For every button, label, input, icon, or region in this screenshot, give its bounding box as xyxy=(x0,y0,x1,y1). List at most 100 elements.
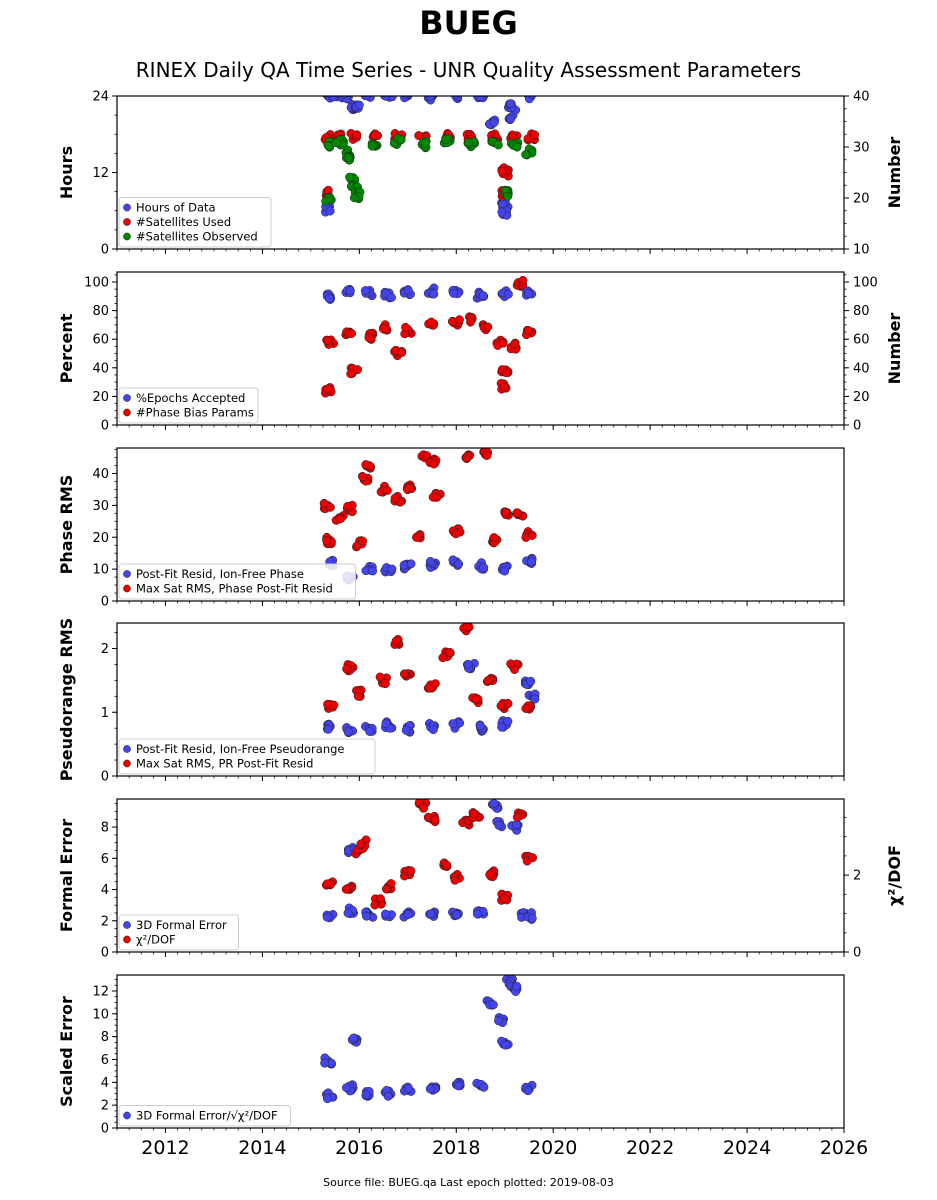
y-tick-label: 40 xyxy=(92,467,109,482)
legend-entry: Post-Fit Resid, Ion-Free Pseudorange xyxy=(136,742,344,756)
x-tick-label: 2020 xyxy=(529,1137,577,1159)
y-tick-label: 10 xyxy=(92,1007,109,1022)
series-2-point xyxy=(323,699,332,709)
series-1-point xyxy=(503,716,513,726)
legend-marker xyxy=(123,203,131,212)
legend-box xyxy=(118,197,272,248)
series-1-point xyxy=(343,908,353,918)
y-axis-label: Hours xyxy=(57,146,76,199)
series-1-point xyxy=(512,981,522,991)
panel-4-markers xyxy=(322,623,540,738)
panel-3-markers xyxy=(319,448,537,585)
chart-subtitle: RINEX Daily QA Time Series - UNR Quality… xyxy=(135,58,802,82)
series-2-point xyxy=(471,694,481,704)
series-3-point xyxy=(420,138,430,148)
series-1-point xyxy=(527,913,537,923)
y-right-tick-label: 2 xyxy=(853,869,861,884)
series-2-point xyxy=(378,324,388,334)
series-1-point xyxy=(473,909,482,919)
y-tick-label: 6 xyxy=(101,1053,109,1068)
y-right-tick-label: 40 xyxy=(853,361,870,376)
series-1-point xyxy=(494,1016,503,1026)
series-2-point xyxy=(405,483,415,493)
series-2-point xyxy=(499,382,509,392)
series-2-point xyxy=(462,453,471,463)
legend-marker xyxy=(123,935,131,944)
legend-marker xyxy=(123,759,131,768)
series-1-point xyxy=(449,288,459,298)
legend-entry: #Phase Bias Params xyxy=(136,406,254,420)
series-2-point xyxy=(391,636,401,646)
series-2-point xyxy=(450,875,460,885)
y-tick-label: 10 xyxy=(92,563,109,578)
series-2-point xyxy=(430,815,440,825)
series-2-point xyxy=(412,532,421,542)
series-2-point xyxy=(370,130,380,140)
legend-marker xyxy=(123,232,131,241)
legend-marker xyxy=(123,1111,131,1120)
legend-entry: Max Sat RMS, PR Post-Fit Resid xyxy=(136,757,313,771)
series-3-point xyxy=(349,193,359,203)
series-2-point xyxy=(455,315,464,325)
series-1-point xyxy=(475,96,485,102)
series-2-point xyxy=(527,530,537,540)
series-2-point xyxy=(489,533,499,543)
series-1-point xyxy=(349,1033,359,1043)
series-2-point xyxy=(497,166,507,176)
panel-2-markers xyxy=(321,275,537,398)
y-right-tick-label: 40 xyxy=(853,90,870,105)
series-1-point xyxy=(345,286,355,296)
legend-box xyxy=(118,914,239,951)
series-2-point xyxy=(341,884,351,894)
series-1-point xyxy=(503,289,513,299)
panel-5-markers xyxy=(321,799,538,924)
y-right-axis-label: χ²/DOF xyxy=(885,845,904,906)
series-1-point xyxy=(489,799,499,808)
series-2-point xyxy=(361,460,371,470)
series-2-point xyxy=(335,514,345,524)
y-tick-label: 30 xyxy=(92,499,109,514)
series-1-point xyxy=(425,1084,435,1094)
series-2-point xyxy=(381,884,391,894)
series-2-point xyxy=(376,894,385,904)
series-2-point xyxy=(485,870,495,880)
series-1-point xyxy=(368,566,378,576)
series-1-point xyxy=(452,910,461,920)
series-3-point xyxy=(324,141,334,151)
y-right-tick-label: 0 xyxy=(853,419,861,434)
series-1-point xyxy=(381,719,391,729)
series-1-point xyxy=(401,96,410,99)
series-1-point xyxy=(323,724,333,734)
series-1-point xyxy=(479,563,489,573)
series-1-point xyxy=(530,694,540,704)
series-1-point xyxy=(322,912,332,922)
series-2-point xyxy=(364,333,374,343)
legend-box xyxy=(118,563,356,600)
legend-entry: #Satellites Used xyxy=(136,215,231,229)
series-2-point xyxy=(496,701,506,711)
series-1-point xyxy=(381,909,390,919)
series-2-point xyxy=(353,365,362,375)
series-1-point xyxy=(403,910,413,920)
series-2-point xyxy=(419,803,428,813)
series-2-point xyxy=(524,326,533,335)
series-1-point xyxy=(497,207,507,217)
series-2-point xyxy=(482,451,492,460)
x-tick-label: 2016 xyxy=(335,1137,383,1159)
y-tick-label: 1 xyxy=(101,706,109,721)
y-tick-label: 40 xyxy=(92,361,109,376)
series-1-point xyxy=(361,1090,371,1100)
series-2-point xyxy=(425,683,435,693)
series-1-point xyxy=(523,1086,533,1096)
series-2-point xyxy=(429,459,439,469)
series-2-point xyxy=(353,691,363,701)
series-3-point xyxy=(321,196,331,206)
x-tick-label: 2014 xyxy=(238,1137,286,1159)
series-1-point xyxy=(383,1091,393,1101)
series-2-point xyxy=(497,365,507,375)
panel-6: 0 2 4 6 8 10 12 2012 2014 2016 2018 2020 2022 2024 202… xyxy=(57,974,868,1159)
series-2-point xyxy=(347,329,357,339)
series-2-point xyxy=(469,808,479,818)
